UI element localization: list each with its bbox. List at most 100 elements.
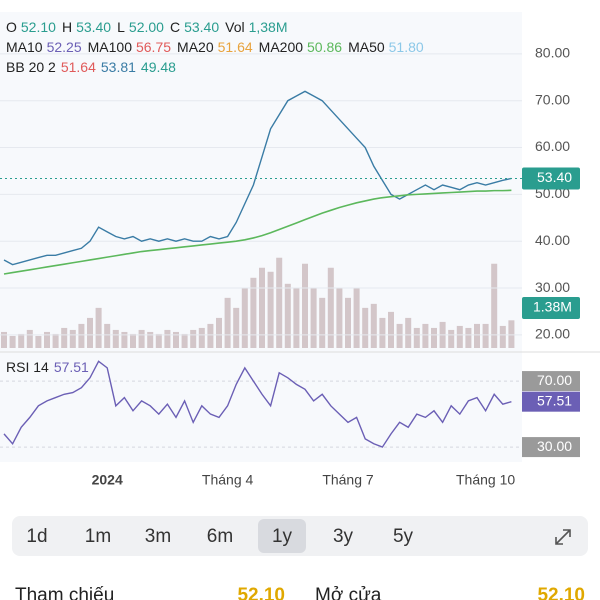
volume-bar xyxy=(216,317,222,348)
volume-bar xyxy=(61,327,68,348)
legend-label: MA10 xyxy=(6,39,43,55)
volume-bar xyxy=(405,317,412,348)
volume-bar xyxy=(112,329,119,348)
volume-bar xyxy=(431,327,437,348)
legend-ma: MA10 52.25 MA100 56.75 MA20 51.64 MA200 50.86 MA… xyxy=(6,39,424,55)
rsi-legend: RSI 14 57.51 xyxy=(6,359,89,375)
volume-bar xyxy=(508,320,515,348)
volume-bar xyxy=(26,329,33,348)
volume-bar xyxy=(250,277,257,348)
legend-value: 53.81 xyxy=(101,59,136,75)
y-tick-label: 30.00 xyxy=(537,438,572,454)
quote-value: 52.10 xyxy=(537,585,585,600)
volume-bar xyxy=(233,307,240,348)
x-tick-label: Tháng 4 xyxy=(202,472,254,488)
rsi-level-box xyxy=(522,371,580,392)
volume-bar xyxy=(164,329,171,348)
volume-bar xyxy=(9,335,16,348)
quote-label: Tham chiếu xyxy=(15,585,114,600)
legend-label: BB 20 2 xyxy=(6,59,56,75)
volume-bar xyxy=(267,271,274,348)
volume-bar xyxy=(319,297,326,348)
volume-tag-box xyxy=(522,297,580,319)
volume-bar xyxy=(155,333,162,348)
legend-value: 1,38M xyxy=(249,19,288,35)
volume-bar xyxy=(138,329,145,348)
volume-bar xyxy=(456,325,463,348)
volume-tag: 1.38M xyxy=(533,299,572,315)
range-selected xyxy=(258,519,306,553)
legend-value: 53.40 xyxy=(76,19,111,35)
expand-icon[interactable] xyxy=(555,529,571,545)
legend-value: 51.64 xyxy=(218,39,253,55)
volume-bar xyxy=(284,283,291,348)
volume-bar xyxy=(147,331,154,348)
volume-bar xyxy=(345,297,351,348)
volume-bar xyxy=(69,329,76,348)
price-line xyxy=(3,189,512,275)
volume-bar xyxy=(259,267,265,348)
volume-bar xyxy=(491,263,498,348)
chart-background xyxy=(0,12,522,462)
y-tick-label: 20.00 xyxy=(535,326,570,342)
volume-bar xyxy=(499,325,506,348)
volume-bar xyxy=(130,333,136,348)
range-option[interactable]: 1d xyxy=(26,526,47,547)
volume-bar xyxy=(276,257,283,348)
legend-value: 49.48 xyxy=(141,59,176,75)
volume-bar xyxy=(379,317,386,348)
legend-label: RSI 14 xyxy=(6,359,49,375)
volume-bar xyxy=(52,333,59,348)
volume-bar xyxy=(18,333,25,348)
price-tag-box xyxy=(522,167,580,190)
volume-bar xyxy=(44,331,50,348)
legend-bb: BB 20 2 51.64 53.81 49.48 xyxy=(6,59,176,75)
legend-value: 56.75 xyxy=(136,39,171,55)
volume-bar xyxy=(336,287,343,348)
x-tick-label: Tháng 7 xyxy=(322,472,374,488)
volume-bar xyxy=(78,323,85,348)
volume-bar xyxy=(207,323,214,348)
volume-bar xyxy=(181,333,188,348)
legend-value: 52.25 xyxy=(47,39,82,55)
volume-bar xyxy=(388,311,394,348)
volume-bar xyxy=(224,297,231,348)
price-line xyxy=(3,90,512,266)
range-option[interactable]: 3m xyxy=(145,526,171,547)
volume-bar xyxy=(293,287,300,348)
volume-bar xyxy=(95,307,102,348)
volume-bar xyxy=(87,317,93,348)
legend-value: 50.86 xyxy=(307,39,342,55)
volume-bar xyxy=(198,327,205,348)
price-tag: 53.40 xyxy=(537,169,572,185)
volume-bar xyxy=(35,335,42,348)
legend-label: L xyxy=(117,19,125,35)
volume-bar xyxy=(362,307,369,348)
range-option[interactable]: 3y xyxy=(333,526,354,547)
legend-value: 52.00 xyxy=(129,19,164,35)
x-tick-label: Tháng 10 xyxy=(456,472,515,488)
legend-value: 51.80 xyxy=(389,39,424,55)
volume-bar xyxy=(474,323,480,348)
rsi-mid-label: 0.00 xyxy=(537,421,564,437)
rsi-value-box xyxy=(522,391,580,412)
legend-value: 53.40 xyxy=(184,19,219,35)
volume-bar xyxy=(448,329,455,348)
range-option[interactable]: 5y xyxy=(393,526,414,547)
range-option[interactable]: 1m xyxy=(85,526,111,547)
legend-label: MA100 xyxy=(88,39,133,55)
volume-bar xyxy=(173,331,179,348)
legend-label: H xyxy=(62,19,72,35)
quote-value: 52.10 xyxy=(237,585,285,600)
volume-bar xyxy=(327,267,334,348)
range-option[interactable]: 1y xyxy=(272,526,293,547)
legend-label: MA20 xyxy=(177,39,214,55)
range-option[interactable]: 6m xyxy=(207,526,233,547)
volume-bar xyxy=(353,287,360,348)
legend-value: 51.64 xyxy=(61,59,96,75)
volume-bar xyxy=(241,287,248,348)
y-tick-label: 30.00 xyxy=(535,279,570,295)
quote-label: Mở cửa xyxy=(315,585,382,600)
volume-bar xyxy=(465,327,472,348)
